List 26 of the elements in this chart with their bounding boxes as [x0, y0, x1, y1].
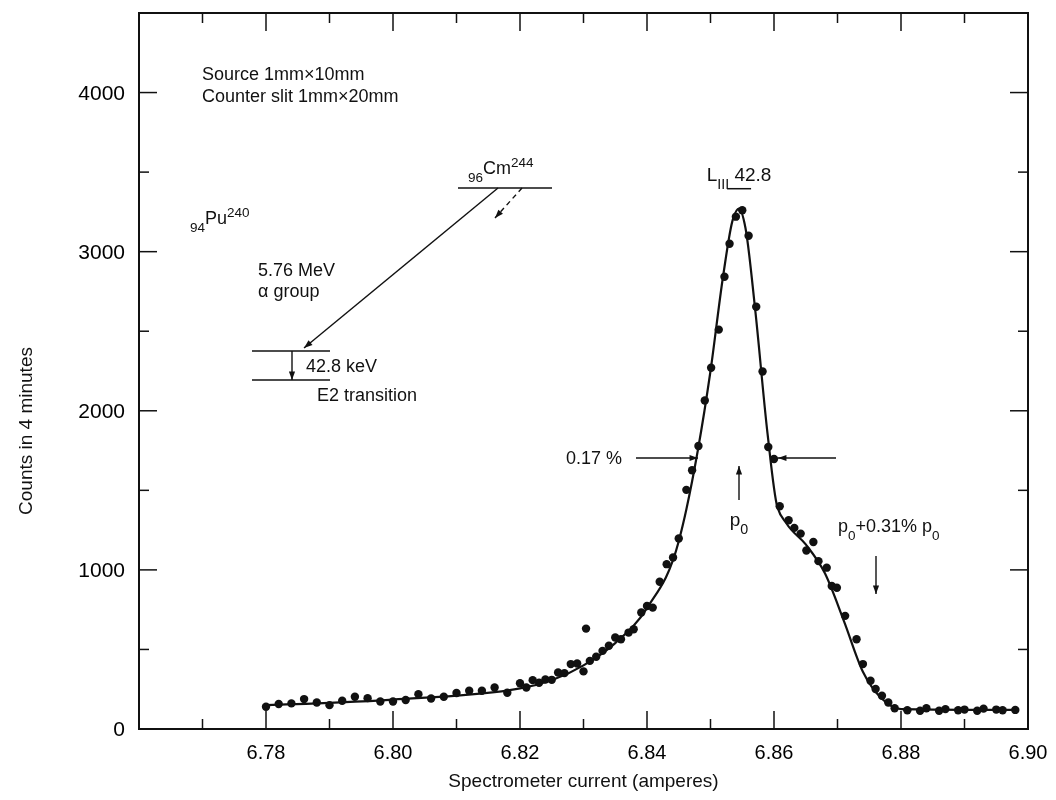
- x-tick-label: 6.88: [881, 741, 921, 763]
- annotation: E2 transition: [317, 385, 418, 405]
- x-axis-title: Spectrometer current (amperes): [448, 770, 719, 791]
- annotation: $_{94}$Pu$^{240}$: [190, 204, 250, 235]
- annotation: α group: [258, 281, 320, 301]
- y-tick-label: 3000: [78, 239, 125, 263]
- annotation: p$_{0}$: [729, 509, 749, 537]
- y-tick-label: 4000: [78, 80, 125, 104]
- x-tick-label: 6.82: [500, 741, 540, 763]
- y-tick-label: 1000: [78, 557, 125, 581]
- annotation: 42.8 keV: [306, 356, 378, 376]
- annotation: Source 1mm×10mm: [202, 64, 365, 84]
- x-tick-label: 6.80: [373, 741, 413, 763]
- annotation: 5.76 MeV: [258, 260, 336, 280]
- y-tick-label: 0: [113, 717, 125, 740]
- y-axis-title: Counts in 4 minutes: [15, 347, 36, 515]
- x-tick-label: 6.86: [754, 741, 794, 763]
- annotation: p$_{0}$+0.31% p$_{0}$: [838, 516, 940, 543]
- annotation: L$_{III}$ 42.8: [706, 163, 772, 192]
- x-tick-label: 6.84: [627, 741, 667, 763]
- y-tick-label: 2000: [78, 398, 125, 422]
- annotation: 0.17 %: [566, 448, 623, 468]
- annotation: $_{96}$Cm$^{244}$: [468, 154, 535, 185]
- text: 6.78: [246, 741, 286, 763]
- annotation: Counter slit 1mm×20mm: [202, 86, 399, 106]
- x-tick-label: 6.90: [1008, 741, 1048, 763]
